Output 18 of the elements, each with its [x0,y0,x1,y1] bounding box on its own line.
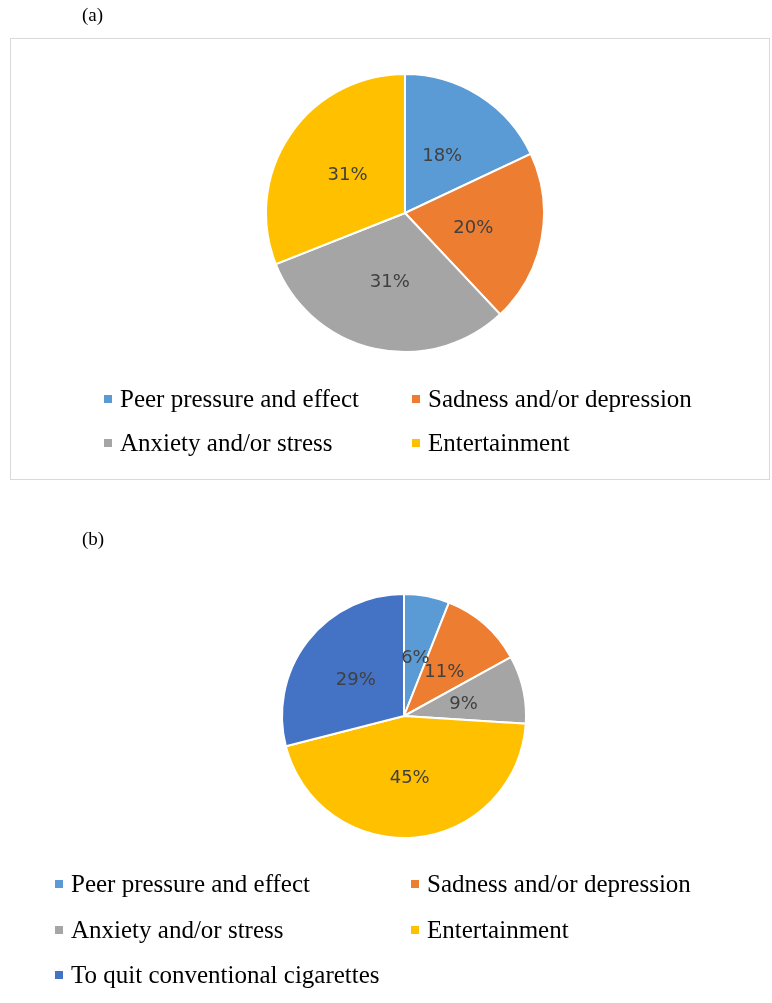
data-label: 45% [389,766,430,788]
data-label: 31% [327,163,368,185]
legend-label: Sadness and/or depression [427,870,691,898]
legend-label: Peer pressure and effect [120,385,360,413]
data-label: 9% [449,692,478,714]
data-label: 20% [453,215,494,237]
legend-label: Sadness and/or depression [428,385,692,413]
data-label: 31% [369,270,410,292]
legend-label: Entertainment [428,429,570,457]
legend-label: Anxiety and/or stress [71,915,284,944]
data-label: 29% [335,668,376,690]
legend-label: To quit conventional cigarettes [71,961,380,989]
legend-label: Peer pressure and effect [71,870,311,898]
data-label: 18% [422,143,463,165]
chart-title: (b) [82,528,105,550]
legend-label: Entertainment [427,915,569,944]
chart-title: (a) [82,4,104,26]
legend-label: Anxiety and/or stress [120,429,333,457]
